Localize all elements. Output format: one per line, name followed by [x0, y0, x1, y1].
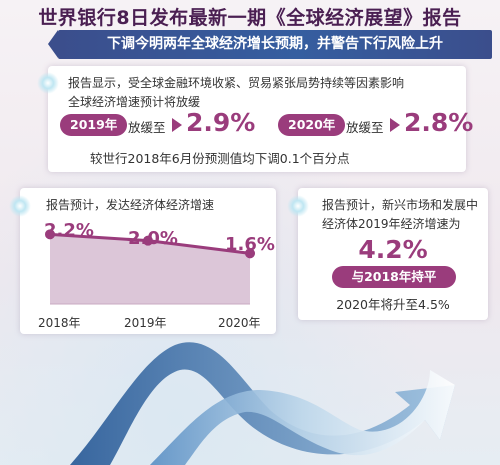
emerging-heading: 报告预计，新兴市场和发展中经济体2019年经济增速为	[322, 198, 479, 231]
advanced-economies-card: 报告预计，发达经济体经济增速 2.2% 2.0% 1.6% 2018年 2019…	[20, 188, 276, 334]
year-2019-pill: 2019年	[60, 114, 128, 136]
rate-label-2020: 1.6%	[225, 234, 275, 255]
emerging-2020-note: 2020年将升至4.5%	[336, 297, 450, 312]
advanced-area-chart	[45, 229, 255, 305]
emerging-markets-card: 报告预计，新兴市场和发展中经济体2019年经济增速为 4.2% 与2018年持平…	[298, 188, 488, 320]
subtitle-text: 下调今明两年全球经济增长预期，并警告下行风险上升	[107, 36, 443, 52]
advanced-heading: 报告预计，发达经济体经济增速	[46, 198, 215, 212]
rate-label-2019: 2.0%	[128, 228, 178, 249]
glow-dot	[37, 72, 59, 94]
year-label-2018: 2018年	[38, 316, 81, 330]
glow-dot	[287, 195, 309, 217]
global-intro-line2: 全球经济增速预计将放缓	[68, 95, 201, 109]
global-growth-card: 报告显示，受全球金融环境收紧、贸易紧张局势持续等因素影响 全球经济增速预计将放缓…	[48, 66, 473, 172]
global-intro-line1: 报告显示，受全球金融环境收紧、贸易紧张局势持续等因素影响	[68, 76, 405, 90]
global-intro: 报告显示，受全球金融环境收紧、贸易紧张局势持续等因素影响 全球经济增速预计将放缓	[68, 74, 404, 112]
year-2020-pill: 2020年	[278, 114, 346, 136]
data-point-1	[143, 235, 153, 246]
arrow-right-icon	[390, 118, 400, 132]
global-note: 较世行2018年6月份预测值均下调0.1个百分点	[90, 151, 350, 166]
area-fill	[50, 234, 250, 304]
global-2020-value: 2.8%	[404, 108, 474, 137]
glow-dot	[9, 195, 31, 217]
page-title: 世界银行8日发布最新一期《全球经济展望》报告	[38, 7, 462, 29]
arrow-right-icon	[172, 118, 182, 132]
global-2019-value: 2.9%	[186, 108, 256, 137]
rate-label-2018: 2.2%	[44, 220, 94, 241]
slow-label-2020: 放缓至	[346, 120, 384, 135]
data-point-2	[245, 248, 255, 259]
emerging-2019-value: 4.2%	[358, 235, 428, 264]
data-point-0	[45, 229, 55, 240]
subtitle-banner: 下调今明两年全球经济增长预期，并警告下行风险上升	[48, 30, 492, 59]
year-label-2020: 2020年	[218, 316, 261, 330]
emerging-flat-pill: 与2018年持平	[332, 266, 456, 288]
year-label-2019: 2019年	[124, 316, 167, 330]
slow-label-2019: 放缓至	[128, 120, 166, 135]
